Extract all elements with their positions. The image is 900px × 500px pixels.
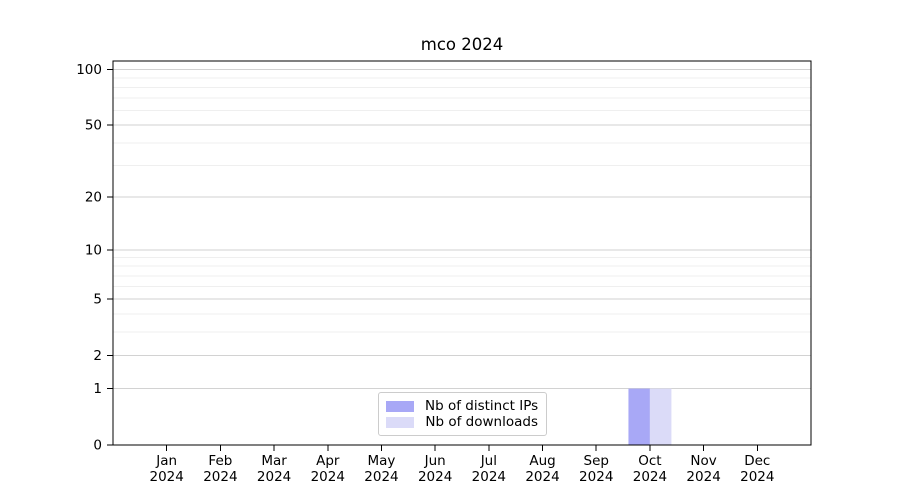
x-tick-label-year: 2024 [472, 469, 506, 485]
x-tick-label-month: Oct [638, 453, 661, 469]
y-tick-label: 50 [85, 118, 102, 134]
x-tick-label-year: 2024 [686, 469, 720, 485]
x-tick-label-month: Nov [690, 453, 716, 469]
legend-swatch-downloads-icon [386, 416, 414, 428]
chart-title: mco 2024 [420, 35, 504, 54]
y-tick-label: 0 [93, 438, 102, 454]
x-tick-label-month: Mar [261, 453, 287, 469]
x-tick-label-year: 2024 [257, 469, 291, 485]
x-tick-label-year: 2024 [525, 469, 559, 485]
x-tick-label-year: 2024 [311, 469, 345, 485]
plot-border [112, 60, 812, 446]
x-tick-label-year: 2024 [418, 469, 452, 485]
x-tick-label-year: 2024 [579, 469, 613, 485]
x-tick-label-year: 2024 [633, 469, 667, 485]
x-tick-label-year: 2024 [203, 469, 237, 485]
x-tick-label-month: Feb [208, 453, 232, 469]
x-tick-label-month: Jul [480, 453, 497, 469]
x-tick-label-month: Dec [744, 453, 770, 469]
y-tick-label: 10 [85, 242, 102, 258]
x-tick-label-month: Jan [155, 453, 177, 469]
legend-label-downloads: Nb of downloads [425, 414, 538, 430]
x-tick-label-month: Aug [529, 453, 555, 469]
chart-legend: Nb of distinct IPs Nb of downloads [378, 392, 547, 436]
y-tick-label: 5 [93, 292, 102, 308]
y-tick-label: 1 [93, 381, 102, 397]
legend-swatch-distinct-ips-icon [386, 400, 414, 412]
legend-item-distinct-ips: Nb of distinct IPs [386, 398, 538, 414]
x-tick-label-month: Jun [424, 453, 446, 469]
legend-label-distinct-ips: Nb of distinct IPs [425, 398, 539, 414]
x-tick-label-year: 2024 [740, 469, 774, 485]
x-tick-label-year: 2024 [364, 469, 398, 485]
x-tick-label-year: 2024 [150, 469, 184, 485]
y-tick-label: 100 [76, 62, 102, 78]
bar-distinct-ips [628, 388, 650, 445]
legend-item-downloads: Nb of downloads [386, 414, 538, 430]
bar-downloads [649, 388, 672, 445]
x-tick-label-month: Sep [584, 453, 609, 469]
y-tick-label: 2 [93, 348, 102, 364]
x-tick-label-month: Apr [316, 453, 340, 469]
x-tick-label-month: May [368, 453, 396, 469]
y-tick-label: 20 [85, 190, 102, 206]
